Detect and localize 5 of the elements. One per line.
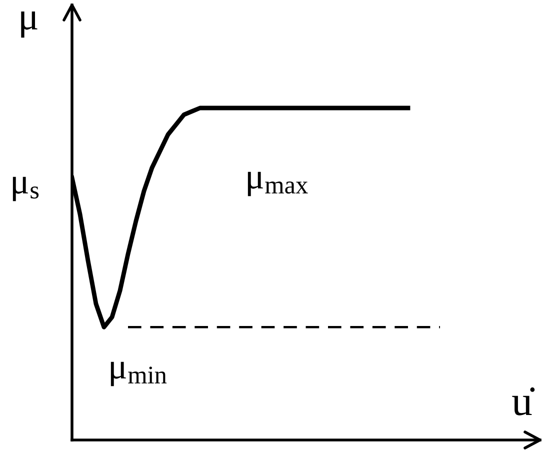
annotation: μ$_{min}$ xyxy=(110,362,167,386)
annotation: μ$_{max}$ xyxy=(248,172,308,196)
y-axis-title: μ xyxy=(21,11,38,38)
x-axis-title: u̇ xyxy=(512,387,535,416)
text: μ$_{s}$ xyxy=(12,176,39,202)
